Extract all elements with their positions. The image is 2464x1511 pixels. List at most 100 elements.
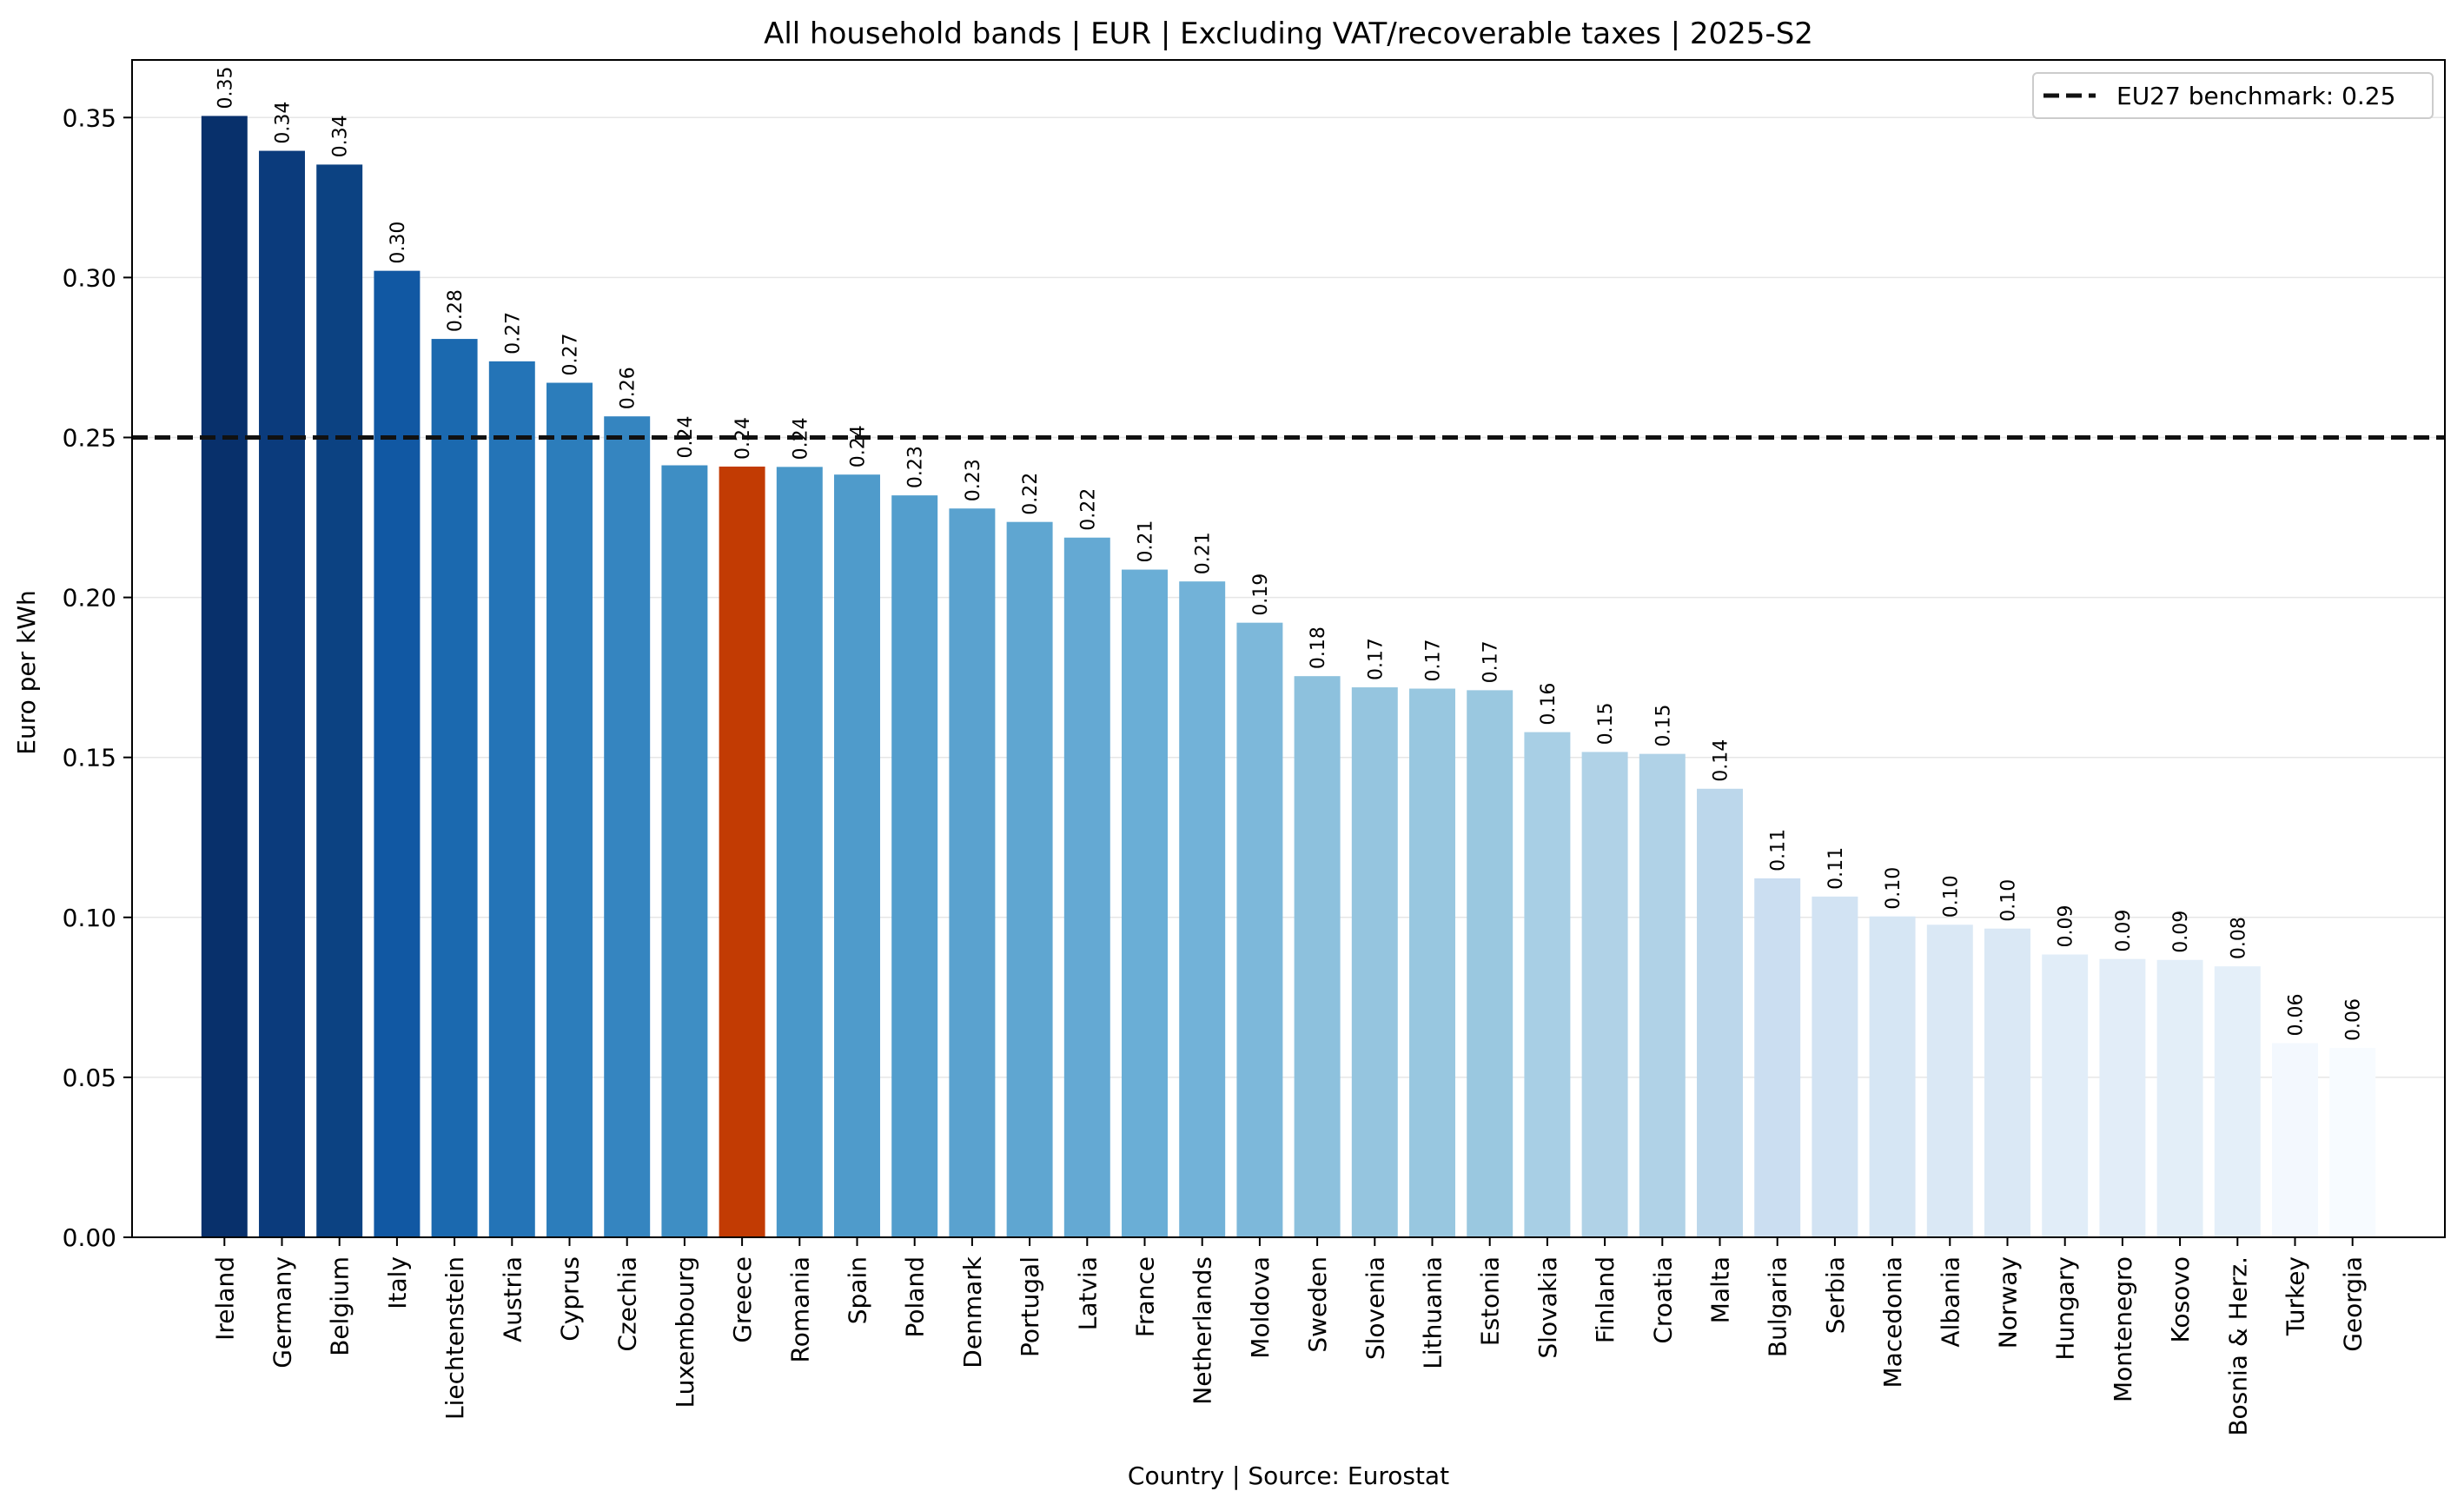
bar bbox=[316, 164, 363, 1237]
x-tick-label: Hungary bbox=[2051, 1256, 2080, 1361]
x-tick-label: Malta bbox=[1706, 1256, 1734, 1323]
x-tick-label: Denmark bbox=[958, 1256, 987, 1368]
bar bbox=[604, 416, 651, 1237]
bar bbox=[2156, 959, 2203, 1237]
bar bbox=[719, 466, 765, 1237]
x-tick-label: Sweden bbox=[1303, 1256, 1332, 1353]
data-label: 0.34 bbox=[273, 102, 295, 144]
data-label: 0.30 bbox=[387, 222, 409, 264]
data-label: 0.17 bbox=[1365, 638, 1387, 680]
x-tick-label: Austria bbox=[498, 1256, 527, 1342]
bar bbox=[2214, 966, 2261, 1237]
x-tick-label: Croatia bbox=[1648, 1256, 1677, 1344]
x-tick-label: Turkey bbox=[2281, 1256, 2309, 1336]
x-tick-label: Bosnia & Herz. bbox=[2223, 1256, 2252, 1436]
x-tick-label: Czechia bbox=[613, 1256, 642, 1352]
y-tick-label: 0.15 bbox=[63, 744, 116, 772]
y-tick-label: 0.25 bbox=[63, 423, 116, 452]
bar bbox=[2329, 1048, 2376, 1237]
bar bbox=[546, 382, 593, 1237]
bar bbox=[891, 495, 938, 1237]
x-tick-label: Italy bbox=[383, 1256, 412, 1309]
bar bbox=[1294, 676, 1341, 1237]
bar bbox=[1063, 537, 1110, 1237]
x-tick-label: Belgium bbox=[326, 1256, 354, 1356]
data-label: 0.22 bbox=[1020, 473, 1042, 515]
legend-frame bbox=[2032, 72, 2434, 119]
x-tick-label: Poland bbox=[901, 1256, 930, 1337]
data-label: 0.34 bbox=[330, 115, 352, 157]
x-tick-label: Albania bbox=[1936, 1256, 1964, 1348]
bar bbox=[2272, 1043, 2318, 1237]
data-label: 0.35 bbox=[215, 66, 236, 109]
x-tick-label: France bbox=[1131, 1256, 1160, 1337]
bars: 0.350.34 0.340.300.280.270.270.260.24 0.24… bbox=[201, 66, 2376, 1238]
x-tick-label: Portugal bbox=[1016, 1256, 1044, 1357]
data-label: 0.26 bbox=[618, 367, 639, 409]
y-tick-label: 0.20 bbox=[63, 584, 116, 613]
bar bbox=[1122, 569, 1168, 1237]
legend-label: EU27 benchmark: 0.25 bbox=[2116, 82, 2395, 110]
y-tick-label: 0.35 bbox=[63, 103, 116, 132]
data-label: 0.22 bbox=[1077, 488, 1099, 531]
x-tick-label: Finland bbox=[1591, 1256, 1619, 1343]
data-label: 0.10 bbox=[1997, 879, 2019, 922]
x-tick-label: Norway bbox=[1993, 1256, 2022, 1349]
bar bbox=[1984, 928, 2030, 1237]
data-label: 0.17 bbox=[1422, 640, 1444, 682]
y-axis-label: Euro per kWh bbox=[12, 590, 41, 754]
data-label: 0.27 bbox=[560, 334, 582, 376]
data-label: 0.06 bbox=[2285, 994, 2307, 1037]
data-label: 0.16 bbox=[1538, 683, 1560, 726]
chart-title: All household bands | EUR | Excluding VA… bbox=[764, 17, 1813, 51]
x-tick-label: Macedonia bbox=[1878, 1256, 1907, 1388]
bar bbox=[1754, 878, 1801, 1237]
bar bbox=[1926, 924, 1973, 1237]
bar bbox=[1524, 732, 1571, 1237]
x-tick-label: Luxembourg bbox=[671, 1256, 699, 1408]
bar bbox=[431, 339, 478, 1238]
x-tick-label: Bulgaria bbox=[1764, 1256, 1792, 1357]
bar bbox=[2099, 958, 2146, 1237]
data-label: 0.10 bbox=[1883, 867, 1904, 910]
data-label: 0.18 bbox=[1308, 626, 1329, 669]
x-tick-label: Slovakia bbox=[1533, 1256, 1562, 1359]
x-tick-label: Romania bbox=[785, 1256, 814, 1362]
x-tick-label: Netherlands bbox=[1189, 1256, 1217, 1405]
bar bbox=[776, 467, 823, 1237]
data-label: 0.23 bbox=[905, 446, 927, 488]
bar bbox=[1697, 788, 1743, 1237]
y-tick-label: 0.00 bbox=[63, 1223, 116, 1252]
data-label: 0.19 bbox=[1250, 573, 1272, 616]
data-label: 0.10 bbox=[1940, 875, 1962, 918]
data-label: 0.15 bbox=[1653, 705, 1674, 747]
x-tick-label: Liechtenstein bbox=[440, 1256, 469, 1420]
x-tick-label: Lithuania bbox=[1418, 1256, 1447, 1369]
bar bbox=[1812, 896, 1858, 1237]
data-label: 0.17 bbox=[1480, 640, 1502, 683]
bar bbox=[488, 361, 535, 1237]
bar bbox=[949, 508, 996, 1237]
bar bbox=[1236, 622, 1283, 1237]
x-tick-label: Cyprus bbox=[556, 1256, 585, 1342]
ticks: 0.00 0.05 0.10 0.15 0.20 0.25 0.30 0.35 Ireland G… bbox=[63, 103, 2368, 1435]
x-tick-label: Estonia bbox=[1476, 1256, 1505, 1346]
x-tick-label: Kosovo bbox=[2166, 1256, 2195, 1343]
data-label: 0.28 bbox=[445, 289, 467, 332]
x-tick-label: Latvia bbox=[1073, 1256, 1102, 1330]
bar bbox=[1869, 916, 1916, 1237]
data-label: 0.15 bbox=[1595, 702, 1617, 745]
data-label: 0.21 bbox=[1193, 532, 1215, 574]
data-label: 0.27 bbox=[502, 312, 524, 355]
x-tick-label: Serbia bbox=[1821, 1256, 1850, 1334]
x-tick-label: Spain bbox=[844, 1256, 872, 1324]
data-label: 0.09 bbox=[2170, 911, 2192, 953]
y-tick-label: 0.30 bbox=[63, 263, 116, 292]
x-tick-label: Slovenia bbox=[1361, 1256, 1389, 1360]
x-tick-label: Moldova bbox=[1246, 1256, 1275, 1359]
bar bbox=[1581, 752, 1628, 1237]
data-label: 0.24 bbox=[848, 425, 870, 467]
bar bbox=[834, 474, 880, 1237]
